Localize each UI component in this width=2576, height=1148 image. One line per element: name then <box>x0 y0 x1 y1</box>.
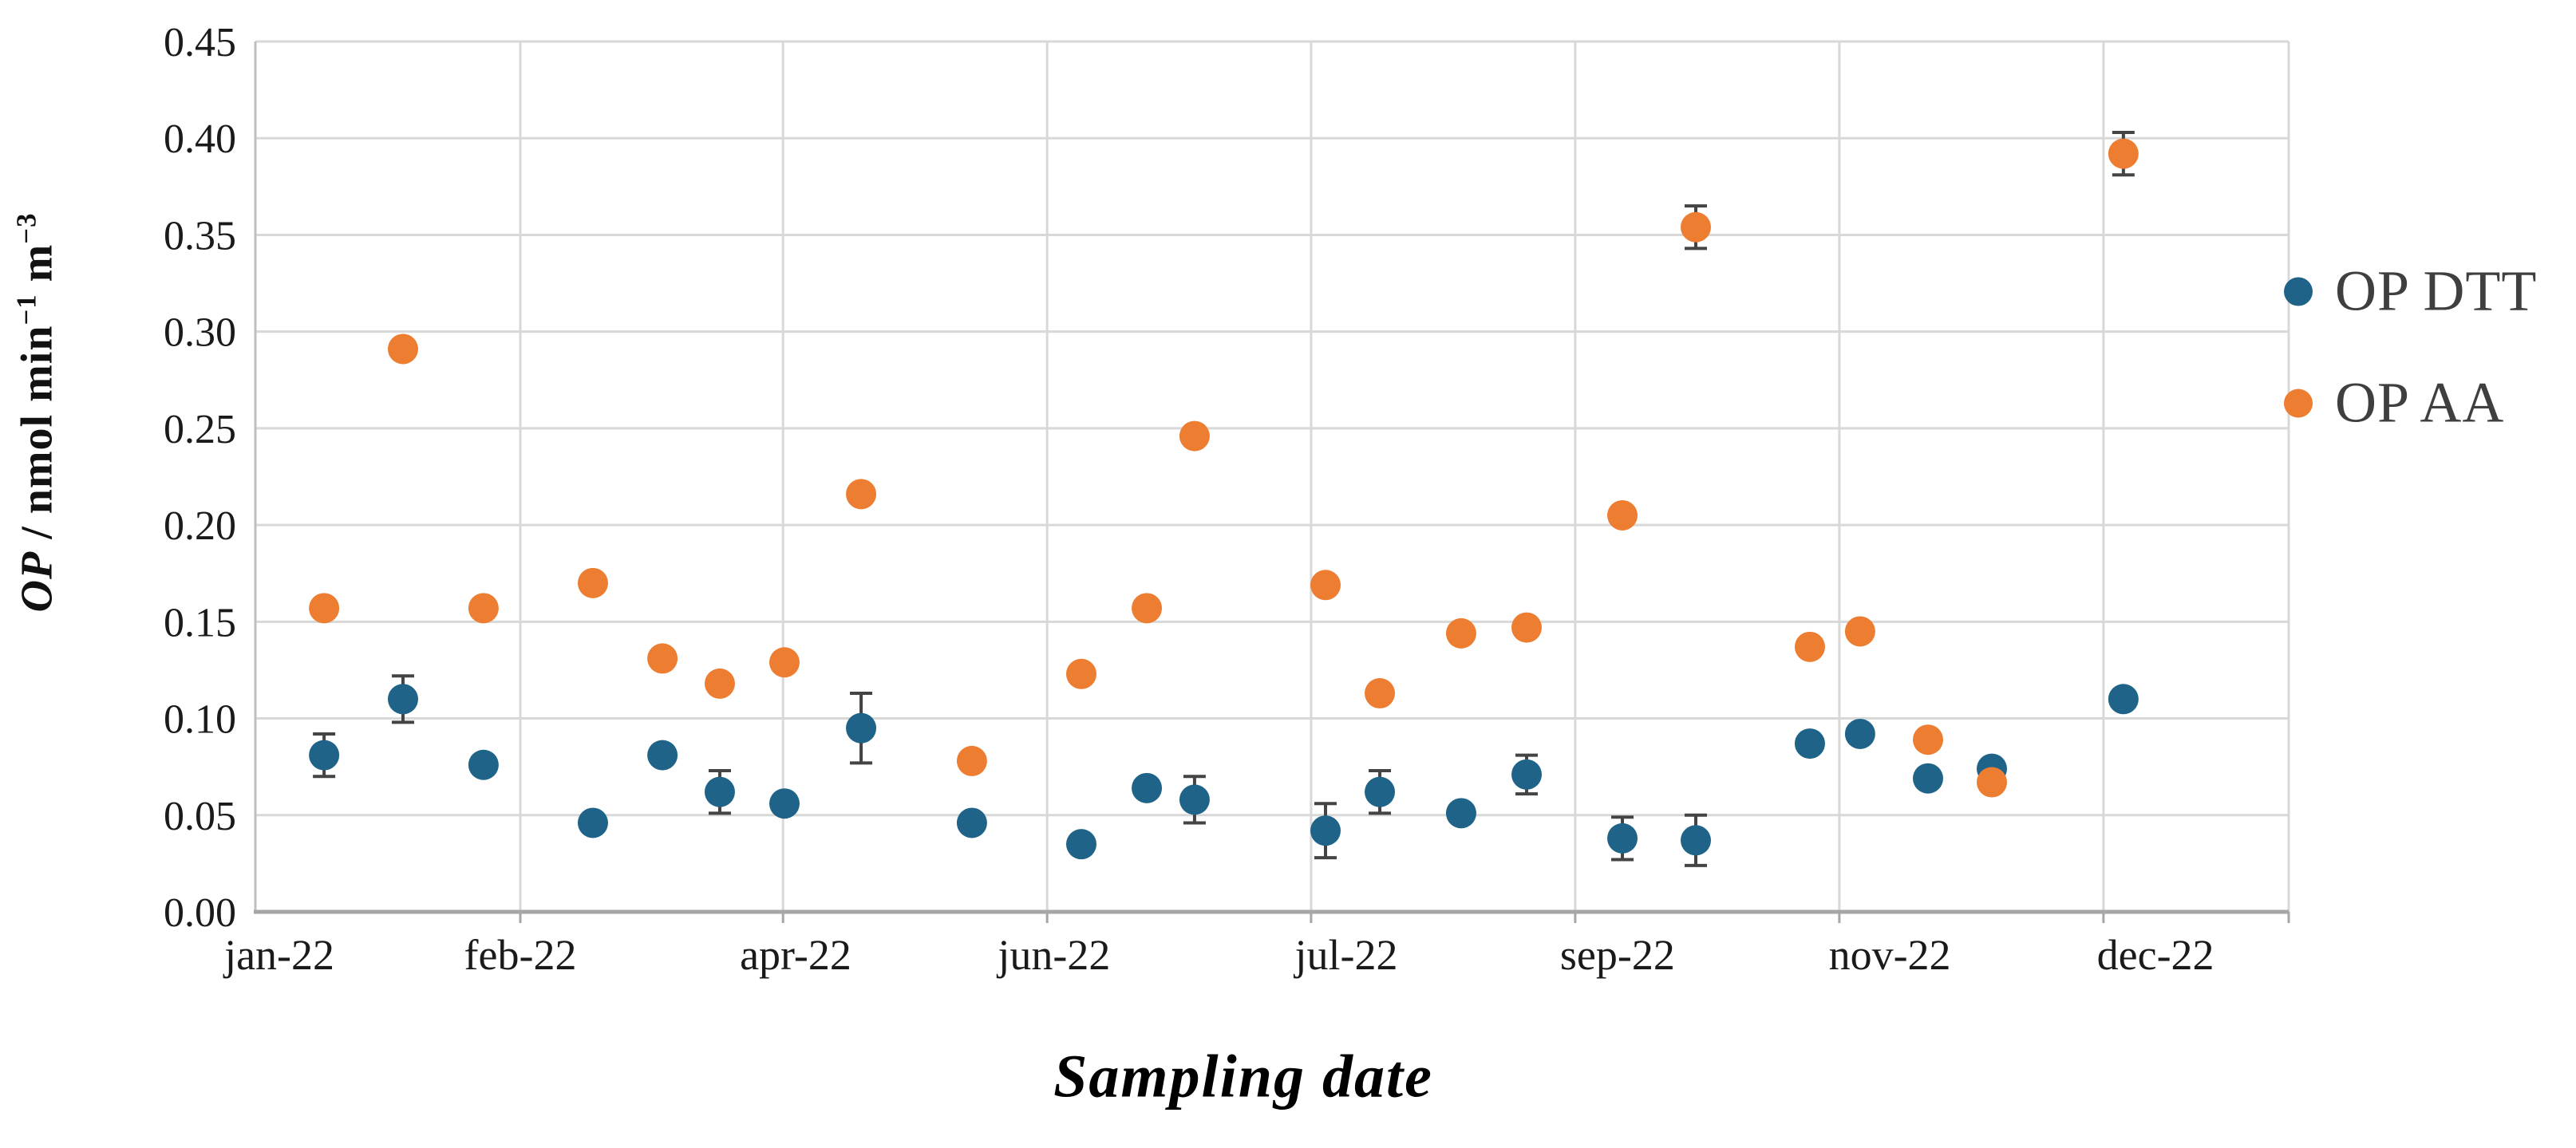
data-point-op-aa <box>1511 612 1543 643</box>
data-point-op-dtt <box>1365 776 1396 807</box>
legend-marker-op-dtt-icon <box>2284 277 2313 306</box>
data-point-op-aa <box>1681 211 1712 243</box>
legend-label-op-aa: OP AA <box>2335 370 2505 435</box>
y-tick-label: 0.25 <box>164 407 236 452</box>
y-tick-label: 0.10 <box>164 697 236 743</box>
data-point-op-aa <box>1445 617 1476 649</box>
y-tick-label: 0.45 <box>164 20 236 65</box>
y-axis-title-sup1: −1 <box>10 294 42 325</box>
data-point-op-dtt <box>1794 728 1825 759</box>
data-point-op-dtt <box>1607 823 1638 854</box>
data-point-op-aa <box>846 479 877 510</box>
legend-item-op-aa: OP AA <box>2284 370 2504 436</box>
data-point-op-dtt <box>647 740 678 771</box>
x-tick-label: nov-22 <box>1829 931 1951 979</box>
x-tick-label: apr-22 <box>740 931 851 979</box>
y-axis-title-op: OP <box>12 550 62 613</box>
data-point-op-aa <box>2108 138 2139 169</box>
data-point-op-aa <box>1065 658 1096 689</box>
data-point-op-aa <box>1844 616 1875 647</box>
y-tick-label: 0.00 <box>164 890 236 936</box>
data-point-op-aa <box>468 593 499 624</box>
data-point-op-aa <box>387 333 418 365</box>
data-point-op-dtt <box>1310 815 1341 846</box>
data-point-op-aa <box>1310 570 1341 601</box>
legend-marker-op-aa-icon <box>2284 389 2313 417</box>
legend-item-op-dtt: OP DTT <box>2284 258 2537 325</box>
data-point-op-dtt <box>768 788 800 819</box>
x-tick-label: jul-22 <box>1294 931 1398 979</box>
y-tick-label: 0.40 <box>164 116 236 162</box>
data-point-op-aa <box>1179 420 1210 452</box>
data-point-op-aa <box>1132 593 1163 624</box>
data-point-op-dtt <box>1132 772 1163 803</box>
data-point-op-dtt <box>309 740 340 771</box>
data-point-op-dtt <box>1844 718 1875 749</box>
data-point-op-aa <box>1365 678 1396 709</box>
data-point-op-dtt <box>704 776 735 807</box>
data-point-op-aa <box>1794 631 1825 662</box>
data-point-op-aa <box>956 745 987 776</box>
data-point-op-aa <box>1912 724 1943 755</box>
y-axis-title: OP / nmol min−1 m−3 <box>11 213 63 613</box>
data-point-op-dtt <box>1681 825 1712 856</box>
x-tick-label: jan-22 <box>223 931 334 979</box>
x-tick-label: dec-22 <box>2097 931 2214 979</box>
data-point-op-aa <box>647 643 678 674</box>
x-tick-label: jun-22 <box>996 931 1110 979</box>
data-point-op-dtt <box>846 712 877 744</box>
data-point-op-aa <box>768 647 800 678</box>
y-axis-title-mid: / nmol min <box>12 325 62 551</box>
data-point-op-aa <box>704 668 735 699</box>
data-point-op-dtt <box>2108 684 2139 715</box>
data-point-op-dtt <box>1912 763 1943 794</box>
data-point-op-aa <box>309 593 340 624</box>
data-point-op-dtt <box>1511 759 1543 790</box>
x-tick-label: feb-22 <box>464 931 577 979</box>
y-tick-label: 0.35 <box>164 213 236 258</box>
data-point-op-dtt <box>577 807 608 838</box>
data-point-op-dtt <box>468 749 499 780</box>
data-point-op-aa <box>577 567 608 598</box>
data-point-op-dtt <box>1445 798 1476 829</box>
data-point-op-aa <box>1976 767 2007 798</box>
y-tick-label: 0.15 <box>164 600 236 645</box>
data-point-op-dtt <box>387 684 418 715</box>
data-point-op-dtt <box>1065 829 1096 860</box>
y-tick-label: 0.30 <box>164 310 236 356</box>
y-tick-label: 0.05 <box>164 794 236 839</box>
x-axis-title: Sampling date <box>1053 1043 1433 1111</box>
y-axis-title-sup2: −3 <box>10 212 42 244</box>
data-point-op-dtt <box>1179 784 1210 815</box>
legend-label-op-dtt: OP DTT <box>2335 258 2538 323</box>
y-axis-title-m: m <box>12 243 62 294</box>
data-point-op-aa <box>1607 499 1638 531</box>
data-point-op-dtt <box>956 807 987 838</box>
y-tick-label: 0.20 <box>164 503 236 549</box>
x-tick-label: sep-22 <box>1560 931 1675 979</box>
